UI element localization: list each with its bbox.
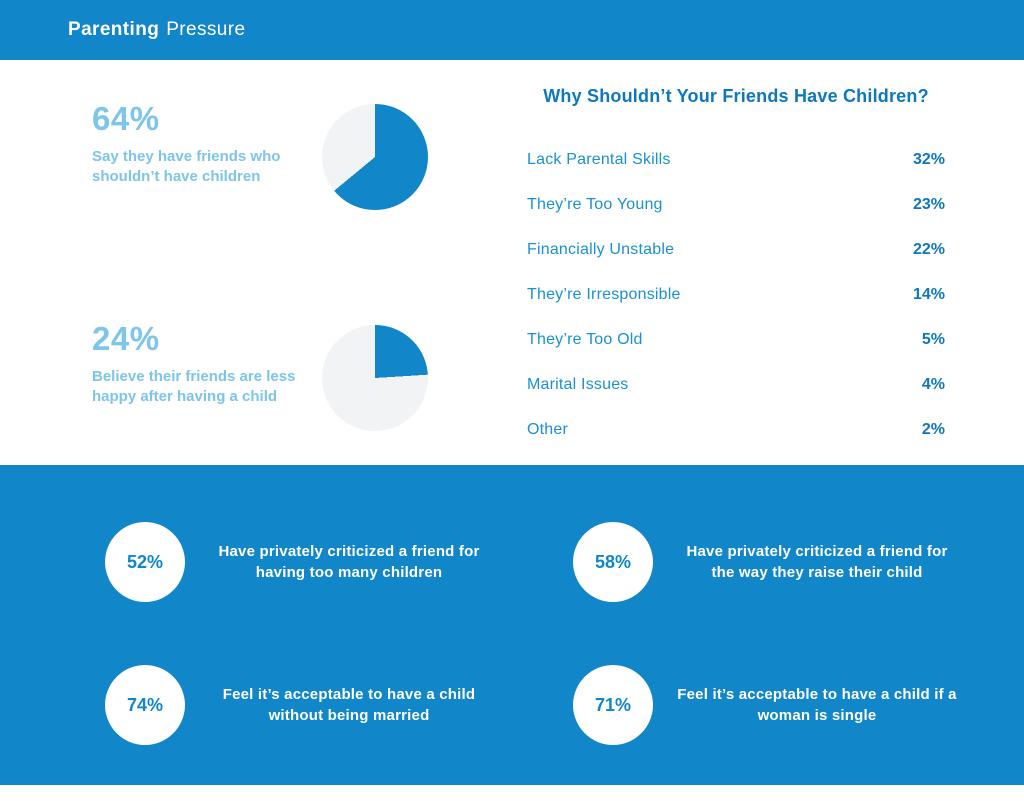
reason-row: They’re Too Young 23% — [527, 196, 945, 214]
bottom-stat-58: 58% Have privately criticized a friend f… — [573, 522, 961, 602]
reason-row: Lack Parental Skills 32% — [527, 151, 945, 169]
reason-row: They’re Too Old 5% — [527, 331, 945, 349]
percent-circle: 52% — [105, 522, 185, 602]
reason-row: They’re Irresponsible 14% — [527, 286, 945, 304]
bottom-stat-label: Feel it’s acceptable to have a child if … — [677, 686, 957, 724]
reasons-title: Why Shouldn’t Your Friends Have Children… — [543, 86, 929, 106]
top-stat-24-value: 24% — [92, 320, 160, 357]
bottom-stat-label: Have privately criticized a friend for t… — [686, 543, 948, 581]
reason-value: 23% — [912, 196, 945, 213]
reason-value: 22% — [912, 241, 945, 258]
reason-row: Other 2% — [527, 421, 945, 439]
top-stat-64-value: 64% — [92, 100, 160, 137]
reason-value: 2% — [921, 421, 945, 438]
reasons-list: Lack Parental Skills 32% They’re Too You… — [527, 151, 945, 439]
percent-circle: 71% — [573, 665, 653, 745]
bottom-stat-label: Have privately criticized a friend for h… — [218, 543, 480, 581]
reason-label: Lack Parental Skills — [527, 151, 671, 168]
header-bar: Parenting Pressure — [0, 0, 1024, 60]
percent-circle: 74% — [105, 665, 185, 745]
reason-row: Financially Unstable 22% — [527, 241, 945, 259]
percent-value: 74% — [126, 694, 164, 715]
bottom-stat-74: 74% Feel it’s acceptable to have a child… — [105, 665, 493, 745]
bottom-stat-label: Feel it’s acceptable to have a child wit… — [222, 686, 476, 724]
top-stat-24-label: Believe their friends are less happy aft… — [92, 368, 296, 405]
page-title-bold: Parenting — [68, 19, 160, 40]
reason-value: 4% — [921, 376, 945, 393]
page-title-light: Pressure — [166, 19, 246, 40]
percent-circle: 58% — [573, 522, 653, 602]
percent-value: 71% — [594, 694, 632, 715]
footer-strip — [0, 785, 1024, 801]
reason-value: 32% — [912, 151, 945, 168]
pie-chart-24 — [322, 325, 428, 431]
reason-label: They’re Irresponsible — [527, 286, 681, 303]
percent-value: 52% — [126, 551, 164, 572]
bottom-stat-71: 71% Feel it’s acceptable to have a child… — [573, 665, 961, 745]
reason-label: They’re Too Young — [527, 196, 663, 213]
reason-value: 14% — [912, 286, 945, 303]
top-stat-24: 24% Believe their friends are less happy… — [92, 320, 297, 406]
pie-chart-64 — [322, 104, 428, 210]
reason-label: They’re Too Old — [527, 331, 643, 348]
reason-value: 5% — [921, 331, 945, 348]
bottom-stat-52: 52% Have privately criticized a friend f… — [105, 522, 493, 602]
reason-row: Marital Issues 4% — [527, 376, 945, 394]
reasons-panel: Why Shouldn’t Your Friends Have Children… — [527, 86, 945, 466]
reason-label: Financially Unstable — [527, 241, 675, 258]
percent-value: 58% — [594, 551, 632, 572]
top-stat-64-label: Say they have friends who shouldn’t have… — [92, 148, 281, 185]
reason-label: Other — [527, 421, 569, 438]
top-stat-64: 64% Say they have friends who shouldn’t … — [92, 100, 297, 186]
reason-label: Marital Issues — [527, 376, 629, 393]
